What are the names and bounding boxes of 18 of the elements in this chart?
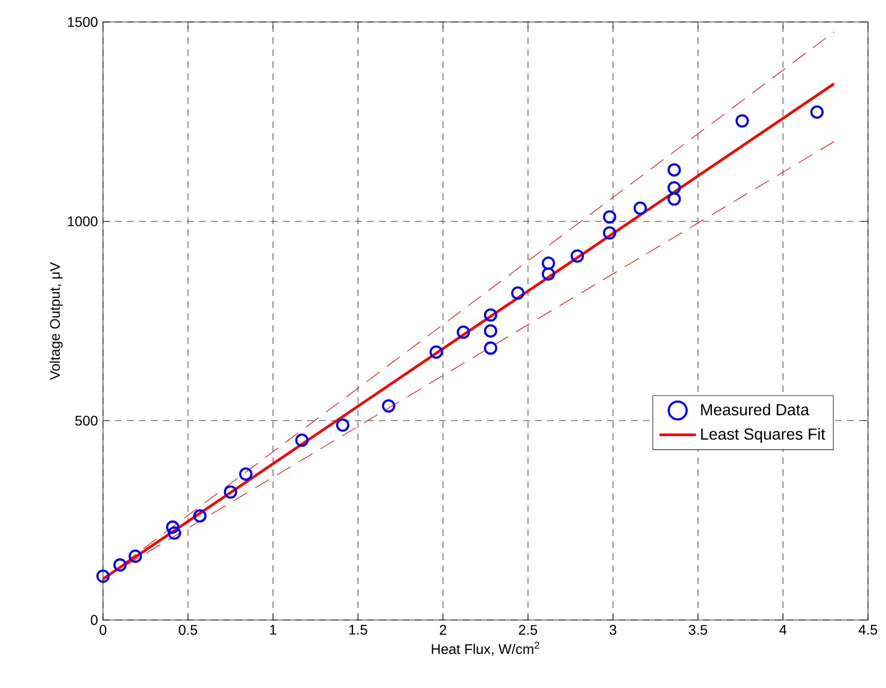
y-axis-title: Voltage Output, μV	[50, 262, 63, 380]
x-tick-label: 0	[100, 624, 106, 635]
x-tick-label: 3.5	[688, 624, 708, 635]
y-tick-label: 0	[90, 615, 98, 625]
x-tick-label: 3	[610, 624, 616, 635]
x-tick-label: 2.5	[518, 624, 538, 635]
x-tick-label: 0.5	[178, 624, 198, 635]
legend-label: Measured Data	[701, 404, 810, 416]
x-tick-label: 4	[779, 624, 786, 635]
x-tick-label: 4.5	[858, 624, 878, 635]
y-tick-label: 500	[75, 416, 98, 426]
x-axis-title: Heat Flux, W/cm$^{2}$	[432, 642, 540, 656]
legend-label: Least Squares Fit	[701, 428, 826, 443]
x-tick-label: 1.5	[349, 624, 368, 635]
x-tick-label: 1	[270, 624, 276, 635]
y-tick-label: 1500	[68, 17, 98, 27]
x-tick-label: 2	[440, 624, 446, 635]
y-tick-label: 1000	[68, 216, 98, 226]
